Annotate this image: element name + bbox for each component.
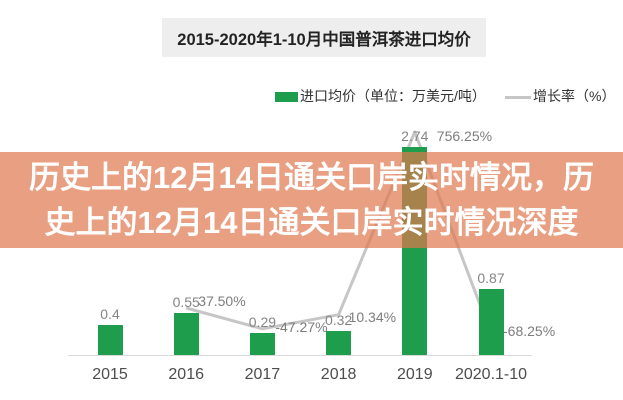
growth-rate-label: 756.25% [436, 128, 493, 144]
x-axis-label-2017: 2017 [244, 366, 281, 383]
chart-title: 2015-2020年1-10月中国普洱茶进口均价 [162, 18, 486, 57]
line-series-legend-label: 增长率（%） [533, 88, 616, 104]
bar-value-label: 0.87 [477, 269, 505, 286]
banner-text-line-1: 历史上的12月14日通关口岸实时情况，历 [29, 160, 594, 195]
overlay-title-banner: 历史上的12月14日通关口岸实时情况，历 史上的12月14日通关口岸实时情况深度 [0, 152, 623, 248]
bar-value-label: 0.29 [248, 314, 277, 330]
bar-2020.1-10 [478, 288, 504, 355]
line-series-swatch-icon [505, 96, 531, 99]
bar-2018 [326, 330, 352, 355]
x-axis-label-2016: 2016 [168, 366, 204, 383]
bar-value-label: 0.4 [100, 305, 120, 322]
bar-2015 [97, 324, 123, 355]
x-axis-label-2018: 2018 [320, 366, 357, 383]
bar-value-label: 0.55 [172, 294, 200, 311]
x-axis-line [68, 355, 532, 356]
growth-rate-label: -68.25% [503, 322, 556, 339]
x-axis-label-2019: 2019 [397, 366, 433, 383]
x-axis-label-2020.1-10: 2020.1-10 [454, 366, 528, 383]
growth-rate-label: 10.34% [348, 308, 397, 325]
bar-2016 [173, 313, 199, 355]
growth-rate-label: 37.50% [198, 293, 246, 309]
chart-legend: 进口均价（单位：万美元/吨） 增长率（%） [0, 84, 623, 106]
bar-series-swatch-icon [275, 92, 298, 102]
banner-text-line-2: 史上的12月14日通关口岸实时情况深度 [44, 205, 579, 240]
x-axis-label-2015: 2015 [92, 366, 128, 383]
bar-value-label: 0.32 [324, 311, 353, 328]
bar-series-legend-label: 进口均价（单位：万美元/吨） [300, 88, 486, 104]
bar-value-label: 2.74 [401, 127, 429, 144]
growth-rate-label: -47.27% [275, 318, 328, 335]
bar-2017 [249, 333, 275, 355]
